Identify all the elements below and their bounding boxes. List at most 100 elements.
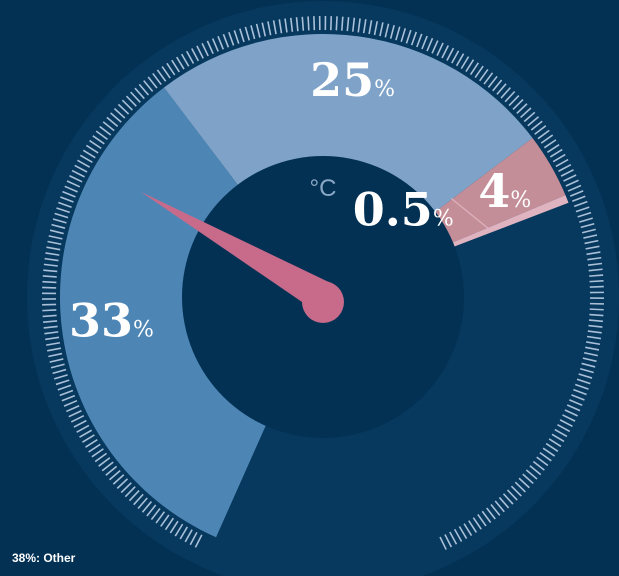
needle-pointer [141,192,331,311]
gauge-tick [444,534,453,548]
gauge-tick [534,125,547,135]
gauge-tick [512,99,524,110]
gauge-tick [416,33,423,48]
gauge-tick [105,465,118,476]
gauge-tick [128,490,140,502]
gauge-tick [565,179,579,187]
gauge-tick [431,40,439,54]
gauge-tick [171,59,180,73]
gauge-tick [563,174,577,182]
gauge-tick [43,269,58,273]
gauge-tick [60,196,74,203]
gauge-tick [51,223,66,229]
gauge-tick [76,424,90,433]
gauge-tick [52,368,67,375]
gauge-tick [125,95,137,107]
gauge-tick [549,148,563,158]
gauge-tick [194,534,203,548]
gauge-tick [483,72,494,85]
gauge-tick [185,50,195,64]
gauge-tick [529,465,542,476]
gauge-tick [477,514,487,527]
gauge-tick [555,158,569,168]
gauge-tick [498,496,510,509]
gauge-tick [106,116,119,127]
gauge-tick [44,257,59,262]
gauge-tick [44,331,59,335]
gauge-tick [436,42,444,56]
gauge-tick [373,21,379,36]
gauge-tick [228,31,235,46]
gauge-tick [43,320,58,323]
gauge-tick [85,438,98,448]
gauge-tick [566,404,581,412]
gauge-tick [166,62,176,76]
gauge-tick [156,69,167,82]
gauge-tick [469,62,480,75]
gauge-tick [449,531,458,545]
gauge-tick [42,275,57,278]
gauge-tick [479,68,489,82]
gauge-tick [45,252,60,256]
gauge-tick [143,80,154,92]
gauge-tick [502,493,514,505]
slice-label-value: 4 [478,164,510,218]
gauge-tick [589,274,604,277]
gauge-tick [48,352,63,358]
gauge-tick [73,419,87,428]
gauge-tick [47,347,62,352]
gauge-tick [453,528,463,542]
gauge-tick [481,510,492,523]
gauge-tick [500,87,511,99]
gauge-tick [79,429,93,438]
gauge-tick [508,94,520,107]
gauge-tick [233,30,240,44]
gauge-tick [138,83,150,96]
gauge-tick [124,486,136,498]
gauge-tick [98,457,111,467]
gauge-tick [542,447,556,457]
gauge-tick [569,190,584,197]
gauge-tick [175,56,185,70]
gauge-tick [272,20,277,35]
gauge-tick [439,536,447,550]
gauge-tick [341,16,344,31]
gauge-tick [584,239,599,245]
gauge-tick [91,448,104,458]
gauge-tick [527,116,540,127]
gauge-tick [50,363,65,369]
gauge-tick [490,504,501,516]
gauge-tick [586,335,602,340]
gauge-tick [468,520,478,533]
gauge-tick [134,87,145,100]
gauge-tick [576,378,591,385]
gauge-tick [421,35,428,50]
gauge-tick [64,185,78,193]
gauge-tick [169,520,179,534]
gauge-tick [58,201,72,208]
gauge-tick [571,195,586,202]
gauge-tick [579,217,593,223]
footnote-other: 38%: Other [12,551,76,565]
gauge-tick [150,507,161,521]
gauge-tick [520,107,532,119]
slice-label-percent-sign: % [433,206,454,231]
gauge-slice-0-5 [451,195,569,248]
gauge-tick [47,240,62,246]
gauge-tick [117,103,130,115]
gauge-tick [585,346,600,351]
gauge-tick [109,470,121,481]
gauge-tick [42,314,57,318]
gauge-tick [588,319,604,323]
gauge-tick [43,263,58,267]
slice-label-33: 33% [69,293,154,347]
gauge-tick [54,212,69,219]
gauge-tick [102,121,115,132]
gauge-tick [539,452,552,462]
gauge-tick [564,409,578,417]
gauge-slices [59,34,569,538]
gauge-tick [211,38,219,52]
needle-hub [302,281,344,323]
gauge-tick [545,442,559,452]
gauge-tick [522,473,534,485]
